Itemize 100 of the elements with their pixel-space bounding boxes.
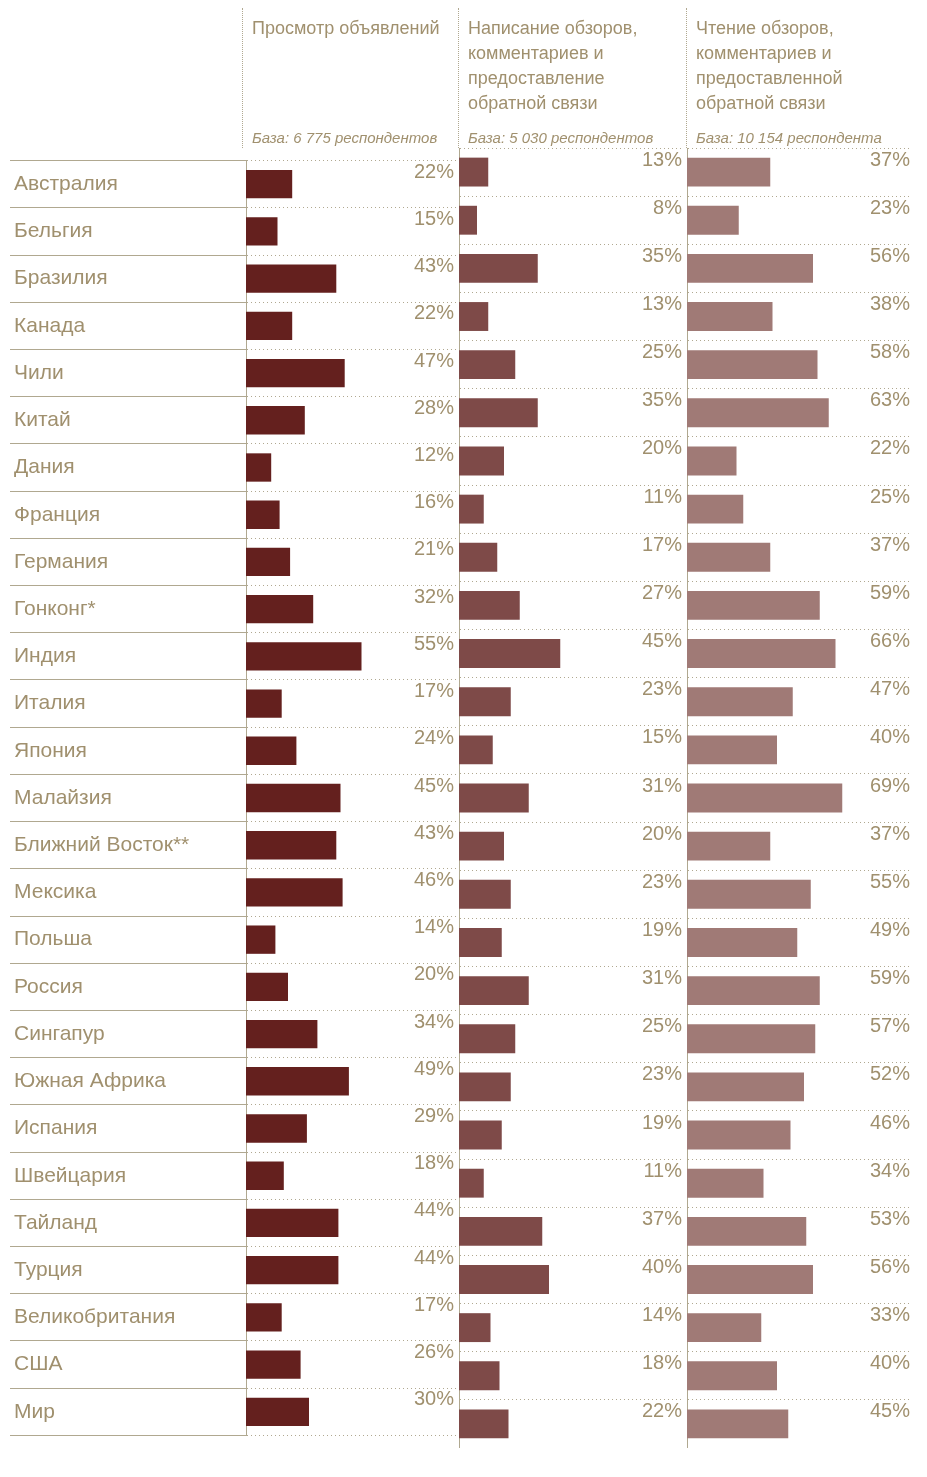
y-tick-label: Италия bbox=[14, 690, 86, 714]
bar bbox=[687, 1024, 816, 1054]
data-label: 47% bbox=[869, 677, 911, 700]
data-label: 20% bbox=[641, 436, 683, 459]
data-label: 19% bbox=[641, 917, 683, 940]
bar bbox=[459, 253, 538, 283]
data-label: 66% bbox=[869, 629, 911, 652]
bar bbox=[459, 1361, 500, 1391]
data-label: 14% bbox=[641, 1303, 683, 1326]
bar bbox=[687, 205, 739, 235]
chart-subtitle: База: 5 030 респондентов bbox=[468, 129, 654, 146]
bar bbox=[246, 1067, 349, 1096]
y-tick-label: Китай bbox=[14, 407, 71, 431]
data-label: 8% bbox=[653, 195, 683, 218]
bar bbox=[687, 1168, 764, 1198]
y-tick-label: Мексика bbox=[14, 879, 97, 903]
data-label: 25% bbox=[869, 484, 911, 507]
bar bbox=[687, 398, 829, 428]
bar bbox=[687, 831, 771, 861]
data-label: 37% bbox=[869, 821, 911, 844]
bar bbox=[459, 735, 493, 765]
data-label: 69% bbox=[869, 773, 911, 796]
bar bbox=[459, 1216, 543, 1246]
bar bbox=[246, 217, 278, 246]
bar bbox=[687, 879, 811, 909]
bar bbox=[687, 1265, 813, 1294]
bar bbox=[459, 494, 484, 524]
data-label: 26% bbox=[413, 1340, 455, 1363]
data-label: 31% bbox=[641, 966, 683, 989]
data-label: 15% bbox=[413, 206, 455, 229]
data-label: 46% bbox=[869, 1110, 911, 1133]
bar bbox=[459, 1409, 509, 1439]
bar bbox=[459, 976, 529, 1006]
data-label: 40% bbox=[869, 725, 911, 748]
data-label: 53% bbox=[869, 1206, 911, 1229]
bar bbox=[687, 302, 773, 331]
bar bbox=[687, 1072, 804, 1102]
bar bbox=[246, 1397, 309, 1426]
bar bbox=[687, 783, 843, 813]
data-label: 40% bbox=[641, 1255, 683, 1277]
data-label: 55% bbox=[869, 869, 911, 892]
bar bbox=[459, 157, 489, 187]
bar bbox=[459, 1024, 516, 1054]
bar bbox=[459, 446, 504, 476]
bar bbox=[246, 311, 293, 341]
data-label: 25% bbox=[641, 1014, 683, 1037]
bar bbox=[459, 205, 477, 235]
bar bbox=[687, 1216, 807, 1246]
bar bbox=[459, 928, 502, 957]
data-label: 14% bbox=[413, 915, 455, 938]
data-label: 20% bbox=[641, 821, 683, 844]
y-tick-label: Россия bbox=[14, 973, 83, 997]
bar bbox=[246, 783, 341, 813]
bar bbox=[459, 879, 511, 909]
data-label: 23% bbox=[641, 1062, 683, 1085]
data-label: 37% bbox=[869, 147, 911, 170]
data-label: 11% bbox=[643, 1158, 683, 1181]
data-label: 43% bbox=[413, 820, 455, 843]
bar bbox=[246, 689, 282, 718]
bar bbox=[459, 1265, 549, 1294]
bar bbox=[246, 878, 343, 907]
chart-title: Написание обзоров, комментариев и предоставление обратной связи bbox=[468, 17, 639, 115]
bar bbox=[687, 1409, 789, 1439]
y-tick-label: Южная Африка bbox=[14, 1068, 167, 1092]
bar bbox=[687, 446, 737, 476]
y-tick-label: США bbox=[14, 1351, 63, 1375]
data-label: 34% bbox=[413, 1009, 455, 1032]
data-label: 35% bbox=[641, 388, 683, 411]
data-label: 18% bbox=[641, 1351, 683, 1374]
y-tick-label: Мир bbox=[14, 1398, 55, 1422]
y-tick-label: Малайзия bbox=[14, 784, 112, 808]
data-label: 23% bbox=[869, 195, 911, 218]
data-label: 12% bbox=[413, 443, 455, 466]
data-label: 58% bbox=[869, 340, 911, 363]
data-label: 45% bbox=[869, 1399, 911, 1422]
data-label: 11% bbox=[643, 484, 683, 507]
y-tick-label: Испания bbox=[14, 1115, 98, 1139]
data-label: 33% bbox=[869, 1303, 911, 1326]
y-tick-label: Тайланд bbox=[14, 1209, 98, 1233]
data-label: 15% bbox=[641, 725, 683, 748]
data-label: 31% bbox=[641, 773, 683, 796]
data-label: 38% bbox=[869, 292, 911, 315]
data-label: 23% bbox=[641, 869, 683, 892]
y-tick-label: Германия bbox=[14, 548, 109, 572]
y-tick-label: Дания bbox=[14, 454, 75, 478]
bar bbox=[687, 590, 820, 620]
y-tick-label: Бельгия bbox=[14, 218, 93, 242]
bar bbox=[687, 976, 820, 1006]
data-label: 18% bbox=[413, 1151, 455, 1174]
data-label: 22% bbox=[641, 1399, 683, 1422]
bar bbox=[459, 639, 561, 668]
bar bbox=[246, 972, 288, 1002]
data-label: 34% bbox=[869, 1158, 911, 1181]
data-label: 13% bbox=[641, 147, 683, 170]
bar bbox=[687, 253, 813, 283]
data-label: 46% bbox=[413, 867, 455, 890]
data-label: 63% bbox=[869, 388, 911, 411]
bar bbox=[687, 1361, 777, 1391]
bar bbox=[687, 1120, 791, 1150]
data-label: 56% bbox=[869, 1255, 911, 1277]
